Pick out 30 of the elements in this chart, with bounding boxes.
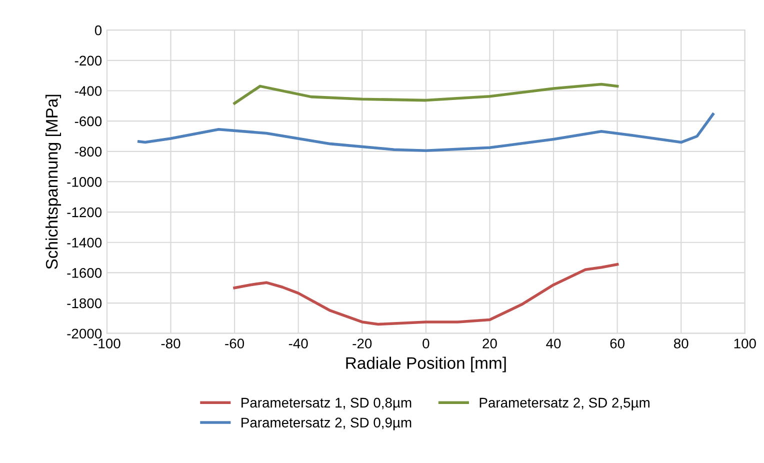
x-tick-label: 100	[734, 338, 756, 348]
y-tick-label: -1000	[67, 177, 102, 187]
y-tick-label: -200	[74, 56, 102, 66]
y-tick-label: -800	[74, 146, 102, 157]
x-tick-label: -20	[352, 338, 372, 348]
x-tick-label: 60	[610, 338, 624, 348]
y-axis-title: Schichtspannung [MPa]	[45, 94, 62, 269]
x-tick-label: -80	[161, 338, 180, 348]
legend-label: Parametersatz 2, SD 2,5µm	[480, 398, 650, 410]
y-tick-label: 0	[94, 25, 102, 36]
y-tick-label: -1200	[67, 207, 102, 218]
y-tick-label: -1800	[67, 298, 102, 308]
line-series	[233, 82, 619, 105]
line-series	[233, 262, 619, 326]
x-tick-label: 20	[482, 338, 497, 348]
x-tick-label: 80	[674, 338, 688, 348]
y-tick-label: -400	[74, 86, 102, 96]
x-tick-label: -40	[288, 338, 308, 348]
x-tick-label: 40	[546, 338, 561, 348]
y-tick-label: -1400	[67, 238, 102, 248]
line-series	[137, 112, 714, 152]
legend-label: Parametersatz 1, SD 0,8µm	[242, 398, 412, 410]
y-tick-label: -600	[74, 116, 102, 126]
x-tick-label: -100	[94, 338, 120, 348]
legend-label: Parametersatz 2, SD 0,9µm	[242, 418, 412, 430]
x-axis-title: Radiale Position [mm]	[346, 356, 506, 372]
x-tick-label: 0	[422, 338, 430, 348]
x-tick-label: -60	[225, 338, 244, 348]
y-tick-label: -1600	[67, 268, 102, 278]
y-tick-label: -2000	[67, 328, 102, 339]
